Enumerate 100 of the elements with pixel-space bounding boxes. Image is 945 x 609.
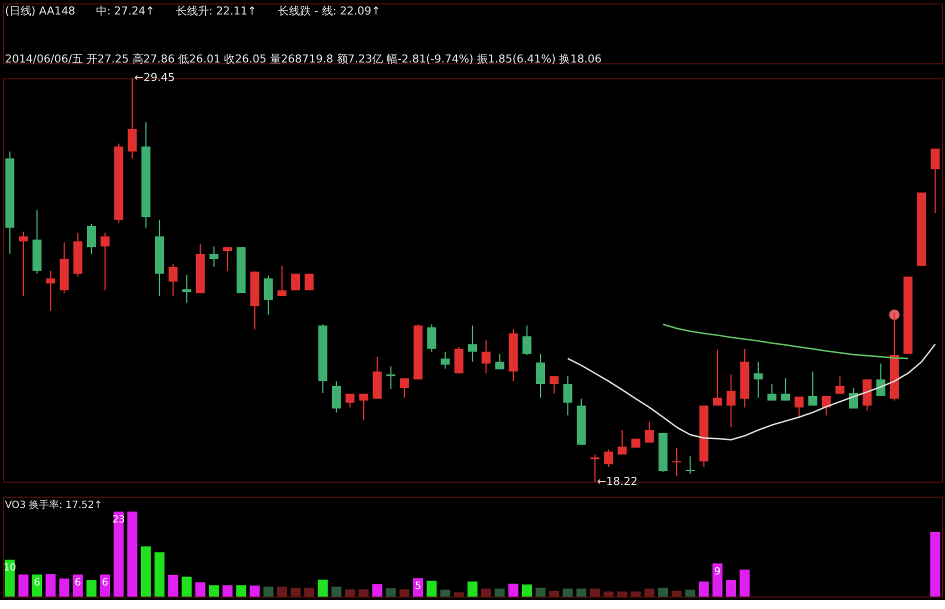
bar — [726, 580, 736, 597]
bar — [644, 588, 654, 597]
candlestick — [726, 374, 736, 428]
bar — [263, 586, 274, 597]
candlestick — [767, 383, 776, 402]
bar — [195, 582, 206, 597]
candlestick — [468, 324, 477, 362]
candlestick — [400, 378, 409, 398]
text: 中: 27.24↑ — [96, 4, 155, 18]
bar — [18, 574, 28, 597]
bar — [426, 580, 437, 597]
candlestick — [359, 393, 368, 421]
candlestick — [808, 370, 818, 406]
candlestick — [346, 393, 355, 408]
bar — [576, 588, 586, 597]
candlestick — [223, 246, 232, 272]
bar — [154, 552, 164, 597]
bar — [454, 592, 464, 597]
bar — [290, 588, 301, 597]
bar — [304, 588, 314, 597]
data-label: 6 — [102, 577, 108, 588]
candlestick — [754, 361, 763, 398]
candlestick — [672, 447, 682, 477]
candlestick — [835, 376, 844, 394]
bar — [276, 586, 287, 597]
candlestick — [563, 376, 572, 416]
candlestick — [209, 246, 218, 268]
bar — [468, 582, 478, 597]
candlestick — [781, 378, 790, 402]
bar — [630, 592, 641, 597]
annotation: ←29.45 — [134, 71, 175, 84]
data-label: 5 — [414, 581, 422, 592]
bar — [494, 588, 505, 597]
annotation: ←18.22 — [596, 474, 638, 488]
candlestick — [644, 422, 654, 444]
candlestick — [427, 324, 436, 352]
bar — [522, 584, 532, 597]
candlestick — [604, 448, 614, 468]
bar — [46, 574, 56, 597]
bar — [182, 576, 192, 597]
candlestick — [482, 340, 491, 374]
bar — [685, 590, 696, 597]
candlestick — [100, 232, 110, 291]
candlestick — [291, 273, 300, 291]
candlestick — [536, 353, 546, 398]
candlestick — [849, 387, 858, 410]
candlestick — [304, 273, 314, 291]
candlestick — [522, 324, 532, 356]
bar — [562, 588, 573, 597]
candlestick — [182, 274, 192, 304]
bar — [672, 590, 682, 597]
bar — [168, 574, 178, 597]
bar — [358, 589, 369, 597]
bar — [250, 586, 260, 597]
candlestick — [264, 274, 273, 316]
bar — [318, 580, 328, 597]
candlestick — [46, 270, 56, 312]
data-label: 6 — [74, 577, 82, 588]
candlestick — [686, 456, 695, 474]
bar — [59, 578, 70, 597]
chart-title: (日线) AA148 — [4, 4, 76, 18]
bar — [617, 592, 628, 597]
bar — [440, 590, 450, 597]
bar — [698, 582, 709, 597]
candlestick — [876, 362, 886, 397]
bar — [590, 588, 600, 597]
text: 2014/06/06/五 开27.25 高27.86 低26.01 收26.05 量268719.8 额7.23亿 幅-2.81(-9.74%) 振1.85(6.41%) 换18.06 — [4, 52, 602, 66]
chart-title: VO3 换手率: 17.52↑ — [4, 498, 102, 511]
candlestick — [440, 351, 450, 370]
candlestick — [86, 223, 96, 255]
candlestick — [277, 265, 286, 297]
candlestick — [930, 148, 940, 214]
bar — [127, 512, 138, 597]
bar — [386, 588, 396, 597]
bar — [549, 590, 560, 597]
bar — [236, 585, 246, 597]
bar — [208, 585, 219, 597]
candlestick — [712, 349, 722, 406]
bar — [222, 585, 233, 597]
bar — [345, 589, 356, 597]
bar — [658, 588, 668, 597]
bar — [508, 584, 518, 597]
candlestick — [18, 231, 28, 297]
text: 长线跌 - 线: 22.09↑ — [278, 4, 381, 18]
candlestick — [495, 353, 504, 370]
bar — [481, 588, 492, 597]
candlestick — [168, 263, 178, 297]
bar — [372, 584, 382, 597]
bar — [536, 588, 546, 597]
bar — [331, 586, 342, 597]
bar — [712, 563, 722, 597]
bar — [604, 592, 614, 597]
bar — [930, 532, 940, 597]
text: 长线升: 22.11↑ — [176, 4, 257, 18]
candlestick — [794, 396, 804, 419]
bar — [399, 589, 410, 597]
bar — [86, 580, 96, 597]
candlestick — [618, 429, 627, 456]
candlestick — [822, 395, 831, 416]
candlestick — [550, 376, 559, 394]
